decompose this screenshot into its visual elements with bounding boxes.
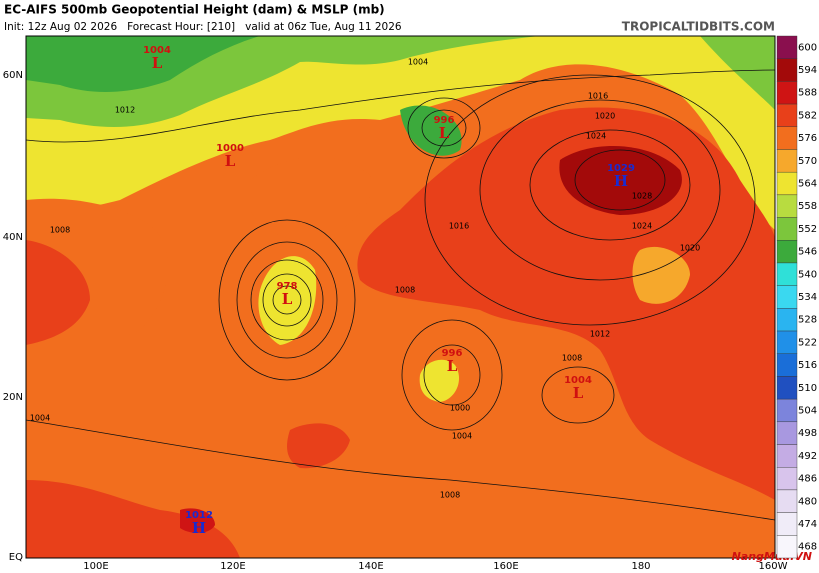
pressure-center: L [152,54,163,72]
colorbar-label: 552 [798,224,817,235]
pressure-value: 1004 [143,45,171,56]
isobar-label: 1016 [588,92,608,101]
colorbar-label: 468 [798,542,817,553]
colorbar-swatch [776,240,798,264]
colorbar-label: 534 [798,292,817,303]
pressure-value: 1000 [216,143,244,154]
map-background [26,36,775,558]
colorbar-label: 558 [798,201,817,212]
colorbar-swatch [776,58,798,82]
isobar-label: 1008 [440,491,460,500]
colorbar-label: 600 [798,42,817,53]
isobar-label: 1016 [449,222,469,231]
pressure-center: L [225,152,236,170]
colorbar-label: 510 [798,383,817,394]
pressure-center: H [614,172,628,190]
colorbar-label: 504 [798,405,817,416]
pressure-value: 996 [442,348,463,359]
isobar-label: 1028 [632,192,652,201]
colorbar-swatch [776,421,798,445]
isobar-label: 1004 [408,58,428,67]
latitude-label: EQ [9,552,23,563]
colorbar-label: 564 [798,179,817,190]
colorbar-swatch [776,35,798,59]
colorbar-label: 492 [798,451,817,462]
colorbar-swatch [776,535,798,559]
pressure-value: 996 [434,115,455,126]
pressure-center: H [192,519,206,537]
pressure-value: 978 [277,281,298,292]
isobar-label: 1012 [115,106,135,115]
colorbar-swatch [776,467,798,491]
colorbar-swatch [776,217,798,241]
colorbar-swatch [776,444,798,468]
isobar-label: 1004 [30,414,50,423]
colorbar-label: 486 [798,474,817,485]
pressure-value: 1004 [564,375,592,386]
isobar-label: 1008 [50,226,70,235]
colorbar-swatch [776,489,798,513]
pressure-value: 1029 [607,163,635,174]
isobar-label: 1020 [595,112,615,121]
pressure-value: 1012 [185,510,213,521]
colorbar-swatch [776,81,798,105]
colorbar-label: 588 [798,88,817,99]
colorbar-label: 594 [798,65,817,76]
colorbar-label: 516 [798,360,817,371]
longitude-label: 120E [220,561,245,572]
colorbar-label: 480 [798,496,817,507]
colorbar-swatch [776,103,798,127]
isobar-label: 1008 [562,354,582,363]
colorbar-label: 540 [798,269,817,280]
colorbar-swatch [776,376,798,400]
isobar-label: 1004 [452,432,472,441]
map-frame [25,35,776,559]
colorbar-label: 546 [798,247,817,258]
colorbar-swatch [776,194,798,218]
longitude-label: 160W [759,561,788,572]
isobar-label: 1008 [395,286,415,295]
isobar-label: 1024 [586,132,606,141]
latitude-label: 40N [3,232,23,243]
colorbar-swatch [776,330,798,354]
colorbar-swatch [776,149,798,173]
site-credit: TROPICALTIDBITS.COM [622,20,775,34]
latitude-label: 20N [3,392,23,403]
colorbar-swatch [776,285,798,309]
colorbar-label: 498 [798,428,817,439]
colorbar-swatch [776,171,798,196]
isobar-label: 1012 [590,330,610,339]
colorbar-label: 474 [798,519,817,530]
colorbar-swatch [776,126,798,150]
longitude-label: 100E [83,561,108,572]
isobars [26,69,775,521]
pressure-center: L [573,384,584,402]
latitude-label: 60N [3,70,23,81]
colorbar-swatch [776,308,798,332]
title: EC-AIFS 500mb Geopotential Height (dam) … [4,3,385,17]
colorbar-swatch [776,353,798,377]
isobar-label: 1000 [450,404,470,413]
isobar-label: 1020 [680,244,700,253]
colorbar-label: 522 [798,337,817,348]
colorbar-swatch [776,512,798,536]
longitude-label: 180 [631,561,650,572]
subtitle: Init: 12z Aug 02 2026 Forecast Hour: [21… [4,21,402,33]
colorbar-label: 576 [798,133,817,144]
colorbar-swatch [776,398,798,423]
isobar-label: 1024 [632,222,652,231]
longitude-label: 160E [493,561,518,572]
longitude-label: 140E [358,561,383,572]
colorbar-swatch [776,262,798,286]
colorbar-label: 582 [798,110,817,121]
colorbar-label: 570 [798,156,817,167]
pressure-center: L [439,124,450,142]
pressure-center: L [282,290,293,308]
pressure-center: L [447,357,458,375]
colorbar-label: 528 [798,315,817,326]
